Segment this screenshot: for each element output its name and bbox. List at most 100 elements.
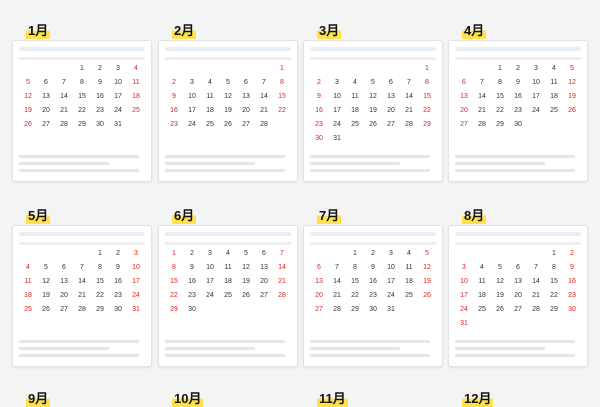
day: 24 (532, 107, 540, 114)
day: 23 (369, 292, 377, 299)
day: 19 (24, 107, 32, 114)
month-label: 12月 (462, 388, 494, 407)
day: 13 (60, 278, 68, 285)
note-line (455, 354, 575, 357)
note-line (165, 354, 285, 357)
day: 6 (462, 79, 466, 86)
day: 3 (534, 65, 538, 72)
month-label: 10月 (172, 388, 204, 407)
day: 19 (242, 278, 250, 285)
day: 20 (42, 107, 50, 114)
day: 1 (425, 65, 429, 72)
calendar-card: 1 2 3 4 5 6 7 8 9 10 11 12 13 14 15 16 17 18 19 20 21 22 23 24 2… (12, 225, 152, 367)
day: 7 (80, 264, 84, 271)
day: 19 (496, 292, 504, 299)
day: 6 (389, 79, 393, 86)
day: 9 (98, 79, 102, 86)
note-line (455, 162, 545, 165)
day: 18 (351, 107, 359, 114)
day: 28 (260, 121, 268, 128)
weekday-row (455, 57, 581, 60)
day: 23 (96, 107, 104, 114)
day: 28 (532, 306, 540, 313)
day: 30 (114, 306, 122, 313)
day: 24 (188, 121, 196, 128)
day: 12 (42, 278, 50, 285)
day: 8 (552, 264, 556, 271)
day: 9 (317, 93, 321, 100)
note-line (455, 347, 545, 350)
day: 30 (188, 306, 196, 313)
day: 14 (278, 264, 286, 271)
day: 25 (550, 107, 558, 114)
day: 16 (170, 107, 178, 114)
day: 10 (532, 79, 540, 86)
day: 25 (478, 306, 486, 313)
day: 12 (369, 93, 377, 100)
day: 3 (462, 264, 466, 271)
weekday-row (165, 57, 291, 60)
weekday-row (310, 57, 436, 60)
day: 10 (206, 264, 214, 271)
day: 6 (317, 264, 321, 271)
day: 7 (262, 79, 266, 86)
day: 3 (134, 250, 138, 257)
day: 1 (280, 65, 284, 72)
day: 16 (188, 278, 196, 285)
day: 9 (116, 264, 120, 271)
day: 7 (335, 264, 339, 271)
day: 21 (405, 107, 413, 114)
day: 7 (62, 79, 66, 86)
day: 14 (333, 278, 341, 285)
day: 6 (244, 79, 248, 86)
day: 2 (371, 250, 375, 257)
day: 1 (80, 65, 84, 72)
day: 4 (552, 65, 556, 72)
day: 11 (224, 264, 232, 271)
day: 23 (315, 121, 323, 128)
day: 20 (514, 292, 522, 299)
weekday-row (165, 242, 291, 245)
day: 8 (98, 264, 102, 271)
month-label: 5月 (26, 205, 51, 224)
day: 15 (351, 278, 359, 285)
day: 11 (351, 93, 359, 100)
day: 24 (132, 292, 140, 299)
day: 4 (226, 250, 230, 257)
day: 11 (24, 278, 32, 285)
note-line (455, 340, 575, 343)
note-line (310, 340, 430, 343)
day: 5 (570, 65, 574, 72)
day: 21 (333, 292, 341, 299)
day: 26 (568, 107, 576, 114)
calendar-header (165, 47, 291, 51)
day: 24 (460, 306, 468, 313)
day: 31 (460, 320, 468, 327)
day: 17 (206, 278, 214, 285)
day: 24 (114, 107, 122, 114)
day: 27 (242, 121, 250, 128)
day: 22 (423, 107, 431, 114)
day: 12 (242, 264, 250, 271)
note-line (310, 155, 430, 158)
day: 18 (405, 278, 413, 285)
day: 14 (60, 93, 68, 100)
day: 28 (478, 121, 486, 128)
day: 16 (514, 93, 522, 100)
day: 18 (550, 93, 558, 100)
day: 21 (60, 107, 68, 114)
day: 2 (516, 65, 520, 72)
day: 8 (425, 79, 429, 86)
calendar-header (455, 47, 581, 51)
day: 10 (387, 264, 395, 271)
day: 25 (224, 292, 232, 299)
day: 26 (224, 121, 232, 128)
note-line (19, 155, 139, 158)
day: 28 (60, 121, 68, 128)
month-label: 8月 (462, 205, 487, 224)
day: 18 (206, 107, 214, 114)
calendar-card: 1 2 3 4 5 6 7 8 9 10 11 12 13 14 15 16 17 18 19 20 21 22 23 24 2… (158, 40, 298, 182)
month-label: 1月 (26, 20, 51, 39)
weekday-row (19, 57, 145, 60)
note-line (19, 340, 139, 343)
